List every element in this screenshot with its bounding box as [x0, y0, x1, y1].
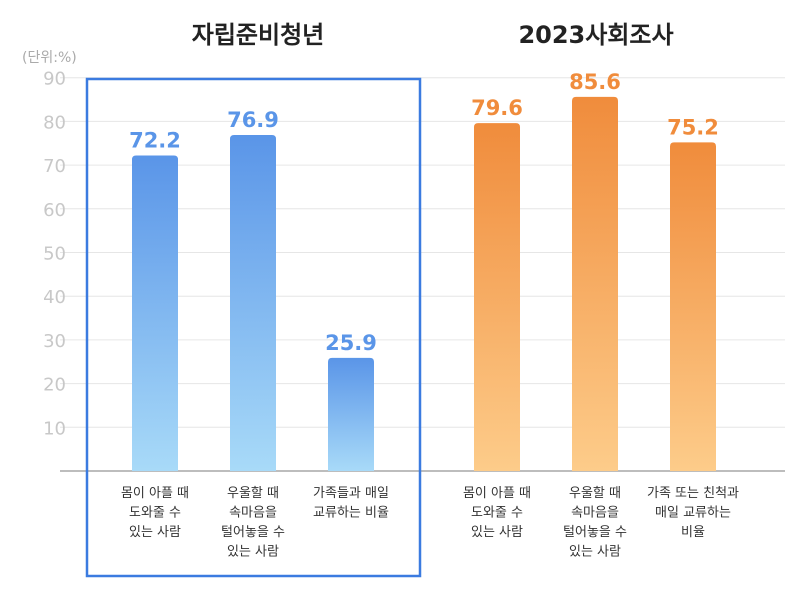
y-tick-label: 70 [43, 156, 66, 177]
category-label: 가족들과 매일 [313, 486, 389, 501]
category-label: 있는 사람 [471, 525, 523, 540]
data-label: 79.6 [471, 96, 523, 120]
bar [572, 96, 618, 471]
category-label: 있는 사람 [227, 545, 279, 560]
category-label: 털어놓을 수 [221, 525, 285, 540]
highlight-box [85, 77, 422, 578]
data-label: 85.6 [569, 70, 621, 94]
category-label: 속마음을 [571, 506, 619, 521]
bar [230, 134, 276, 471]
category-label: 비율 [681, 525, 705, 540]
category-label: 우울할 때 [569, 486, 621, 501]
data-label: 25.9 [325, 331, 377, 355]
y-tick-label: 20 [43, 375, 66, 396]
y-tick-label: 40 [43, 287, 66, 308]
bar [132, 155, 178, 471]
category-label: 몸이 아플 때 [463, 486, 531, 501]
y-tick-label: 60 [43, 200, 66, 221]
category-label: 가족 또는 친척과 [647, 486, 739, 501]
category-label: 도와줄 수 [471, 506, 523, 521]
y-tick-label: 50 [43, 244, 66, 265]
unit-label: (단위:%) [22, 50, 77, 66]
category-label: 교류하는 비율 [313, 506, 389, 521]
category-label: 도와줄 수 [129, 506, 181, 521]
category-label: 우울할 때 [227, 486, 279, 501]
category-label: 있는 사람 [569, 545, 621, 560]
bar [670, 142, 716, 471]
data-label: 75.2 [667, 115, 719, 139]
category-label: 속마음을 [229, 506, 277, 521]
y-tick-label: 90 [43, 69, 66, 90]
y-tick-label: 30 [43, 331, 66, 352]
y-tick-label: 10 [43, 418, 66, 439]
data-label: 76.9 [227, 108, 279, 132]
data-label: 72.2 [129, 128, 181, 152]
category-label: 털어놓을 수 [563, 525, 627, 540]
bar [328, 357, 374, 471]
category-label: 몸이 아플 때 [121, 486, 189, 501]
category-label: 매일 교류하는 [655, 506, 731, 521]
group-title: 자립준비청년 [192, 21, 324, 49]
y-tick-label: 80 [43, 112, 66, 133]
category-label: 있는 사람 [129, 525, 181, 540]
group-title: 2023사회조사 [518, 21, 673, 49]
bar [474, 123, 520, 471]
